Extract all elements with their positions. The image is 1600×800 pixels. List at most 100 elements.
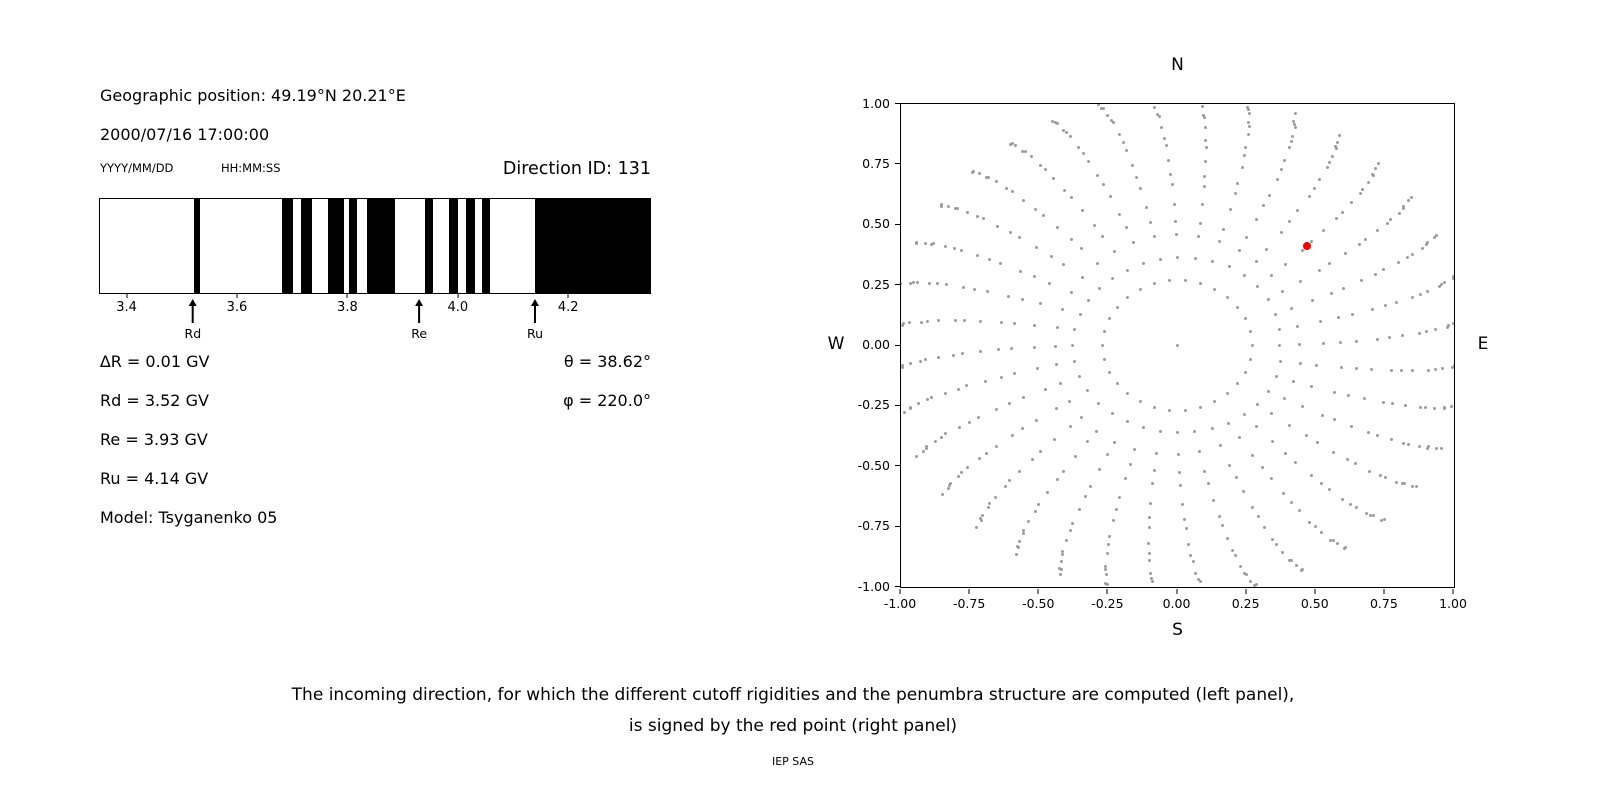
scatter-dot (1160, 126, 1164, 130)
scatter-dot (1054, 363, 1058, 367)
scatter-dot (1036, 367, 1040, 371)
scatter-dot (996, 224, 1000, 228)
y-tick-label: 1.00 (862, 95, 890, 111)
scatter-dot (939, 435, 943, 439)
scatter-dot (1197, 234, 1201, 238)
penumbra-band (367, 199, 395, 293)
scatter-dot (1328, 161, 1332, 165)
scatter-dot (1162, 137, 1166, 141)
scatter-dot (1247, 124, 1251, 128)
scatter-dot (1126, 268, 1130, 272)
scatter-dot (1296, 209, 1300, 213)
scatter-dot (1104, 581, 1108, 585)
scatter-dot (1059, 381, 1063, 385)
scatter-dot (1014, 552, 1018, 556)
scatter-dot (1081, 275, 1085, 279)
scatter-dot (1332, 450, 1336, 454)
scatter-dot (1061, 469, 1065, 473)
scatter-dot (1279, 167, 1283, 171)
scatter-dot (1191, 559, 1195, 563)
y-tick-label: -0.25 (857, 397, 890, 413)
marker-ru: Ru (527, 299, 543, 341)
x-tick-mark (236, 294, 238, 298)
scatter-dot (1056, 121, 1060, 125)
ru-value: Ru = 4.14 GV (100, 469, 209, 488)
scatter-dot (1443, 405, 1447, 409)
scatter-dot (1062, 263, 1066, 267)
scatter-dot (1021, 532, 1025, 536)
scatter-dot (1336, 316, 1340, 320)
scatter-dot (1271, 538, 1275, 542)
scatter-dot (928, 282, 932, 285)
scatter-dot (1031, 457, 1035, 461)
scatter-dot (1411, 484, 1415, 488)
scatter-dot (976, 254, 980, 258)
x-tick-label: 4.0 (447, 300, 469, 315)
scatter-dot (1027, 520, 1031, 524)
scatter-dot (925, 447, 929, 451)
scatter-dot (1317, 269, 1321, 273)
x-tick-mark (567, 294, 569, 298)
scatter-dot (1269, 477, 1273, 480)
scatter-dot (1298, 362, 1302, 366)
scatter-dot (953, 319, 957, 323)
scatter-dot (1282, 492, 1286, 496)
x-tick-mark (126, 294, 128, 298)
scatter-dot (1187, 542, 1191, 546)
scatter-dot (1357, 243, 1361, 247)
scatter-dot (1389, 218, 1393, 222)
scatter-dot (1164, 143, 1168, 147)
model-label: Model: Tsyganenko 05 (100, 508, 278, 527)
scatter-dot (1055, 225, 1059, 229)
scatter-dot (1243, 572, 1247, 576)
scatter-dot (1038, 302, 1042, 306)
scatter-dot (1006, 294, 1010, 298)
scatter-dot (1310, 384, 1314, 388)
scatter-dot (1342, 547, 1346, 551)
scatter-dot (1133, 448, 1137, 452)
scatter-dot (1369, 367, 1373, 371)
x-tick-mark (1106, 589, 1108, 594)
scatter-dot (1433, 236, 1437, 240)
scatter-dot (976, 415, 980, 419)
scatter-dot (1147, 542, 1151, 546)
scatter-dot (1193, 256, 1197, 260)
scatter-dot (956, 387, 960, 391)
scatter-dot (1103, 564, 1107, 568)
scatter-dot (1425, 446, 1429, 450)
scatter-dot (1386, 222, 1390, 226)
scatter-dot (995, 180, 999, 184)
scatter-dot (1424, 330, 1428, 334)
scatter-dot (1334, 145, 1338, 149)
scatter-dot (941, 492, 945, 496)
scatter-dot (986, 505, 990, 509)
scatter-dot (966, 210, 970, 214)
scatter-dot (1147, 551, 1151, 555)
scatter-dot (999, 321, 1003, 325)
scatter-dot (1059, 567, 1063, 571)
scatter-dot (1247, 133, 1251, 137)
scatter-dot (1152, 281, 1156, 285)
scatter-dot (1100, 106, 1104, 110)
scatter-dot (1018, 236, 1022, 240)
scatter-dot (1250, 344, 1254, 347)
scatter-dot (1033, 323, 1037, 327)
scatter-dot (1021, 396, 1025, 400)
scatter-dot (929, 242, 933, 246)
scatter-dot (1189, 553, 1193, 557)
scatter-dot (1437, 285, 1441, 289)
x-tick-label: 0.25 (1231, 596, 1260, 611)
scatter-dot (1254, 583, 1258, 587)
caption-line-2: is signed by the red point (right panel) (628, 716, 958, 736)
scatter-dot (1141, 262, 1145, 266)
scatter-dot (1359, 191, 1363, 195)
scatter-dot (1321, 413, 1325, 417)
scatter-dot (1062, 128, 1066, 132)
arrow-stem (418, 306, 420, 323)
scatter-dot (1155, 452, 1158, 456)
scatter-dot (1237, 248, 1241, 252)
scatter-dot (1148, 526, 1152, 529)
scatter-dot (908, 361, 912, 365)
scatter-dot (1074, 454, 1078, 458)
scatter-dot (1279, 231, 1283, 235)
